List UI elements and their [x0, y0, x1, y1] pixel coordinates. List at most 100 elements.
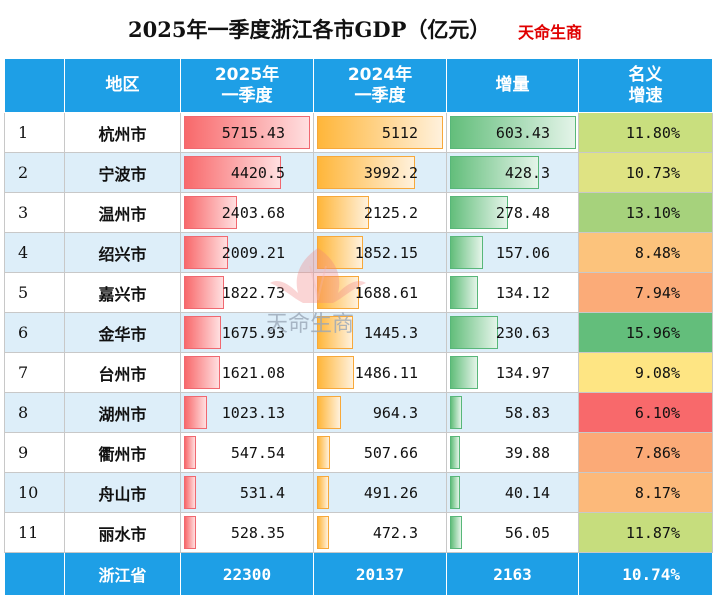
- gdp-2025-databar: [184, 236, 228, 269]
- region-cell: 台州市: [64, 352, 181, 393]
- header-gdp-2025-line1: 2025年: [214, 64, 280, 85]
- gdp-2024-databar: [317, 116, 443, 149]
- gdp-2024-cell: 1688.61: [313, 272, 447, 313]
- increase-cell: 39.88: [446, 432, 579, 473]
- gdp-2024-value: 5112: [381, 123, 418, 142]
- gdp-2025-cell: 1675.93: [180, 312, 314, 353]
- gdp-2024-cell: 1445.3: [313, 312, 447, 353]
- table-body: 1 杭州市 5715.43 5112 603.43 11.80% 2 宁波市 4420.5 399…: [4, 112, 713, 553]
- gdp-2024-databar: [317, 476, 329, 509]
- header-rate-line2: 增速: [628, 85, 663, 106]
- gdp-2025-cell: 531.4: [180, 472, 314, 513]
- increase-cell: 58.83: [446, 392, 579, 433]
- gdp-2025-value: 547.54: [230, 443, 285, 462]
- table-row: 8 湖州市 1023.13 964.3 58.83 6.10%: [4, 392, 713, 433]
- increase-cell: 40.14: [446, 472, 579, 513]
- gdp-2024-cell: 1486.11: [313, 352, 447, 393]
- increase-databar: [450, 356, 478, 389]
- table-row: 6 金华市 1675.93 1445.3 230.63 15.96%: [4, 312, 713, 353]
- header-gdp-2024-line2: 一季度: [354, 85, 406, 106]
- rank-cell: 6: [4, 312, 65, 353]
- gdp-2024-cell: 472.3: [313, 512, 447, 553]
- region-cell: 舟山市: [64, 472, 181, 513]
- increase-value: 134.97: [495, 363, 550, 382]
- increase-cell: 134.97: [446, 352, 579, 393]
- rate-cell: 6.10%: [578, 392, 713, 433]
- increase-cell: 56.05: [446, 512, 579, 553]
- increase-value: 56.05: [504, 523, 550, 542]
- gdp-2025-cell: 1822.73: [180, 272, 314, 313]
- chart-title: 2025年一季度浙江各市GDP（亿元）: [128, 17, 491, 42]
- gdp-2025-databar: [184, 156, 281, 189]
- gdp-2025-databar: [184, 356, 220, 389]
- increase-databar: [450, 316, 498, 349]
- increase-cell: 157.06: [446, 232, 579, 273]
- header-increase: 增量: [446, 58, 579, 113]
- region-cell: 杭州市: [64, 112, 181, 153]
- increase-databar: [450, 396, 462, 429]
- region-cell: 丽水市: [64, 512, 181, 553]
- increase-cell: 603.43: [446, 112, 579, 153]
- increase-cell: 134.12: [446, 272, 579, 313]
- table-row: 11 丽水市 528.35 472.3 56.05 11.87%: [4, 512, 713, 553]
- gdp-2024-value: 1486.11: [354, 363, 418, 382]
- header-rate-line1: 名义: [628, 64, 663, 85]
- gdp-2024-cell: 964.3: [313, 392, 447, 433]
- gdp-2024-databar: [317, 236, 363, 269]
- gdp-2025-cell: 2009.21: [180, 232, 314, 273]
- increase-value: 134.12: [495, 283, 550, 302]
- gdp-2025-cell: 528.35: [180, 512, 314, 553]
- rank-cell: 1: [4, 112, 65, 153]
- gdp-2025-databar: [184, 196, 237, 229]
- table-row: 1 杭州市 5715.43 5112 603.43 11.80%: [4, 112, 713, 153]
- gdp-2024-value: 964.3: [372, 403, 418, 422]
- gdp-2025-value: 1621.08: [221, 363, 285, 382]
- table-row: 7 台州市 1621.08 1486.11 134.97 9.08%: [4, 352, 713, 393]
- gdp-2025-value: 2009.21: [221, 243, 285, 262]
- gdp-2025-value: 1023.13: [221, 403, 285, 422]
- gdp-2025-value: 528.35: [230, 523, 285, 542]
- region-cell: 绍兴市: [64, 232, 181, 273]
- table-row: 5 嘉兴市 1822.73 1688.61 134.12 7.94%: [4, 272, 713, 313]
- rank-cell: 2: [4, 152, 65, 193]
- region-cell: 衢州市: [64, 432, 181, 473]
- header-gdp-2025-line2: 一季度: [221, 85, 273, 106]
- gdp-2025-cell: 4420.5: [180, 152, 314, 193]
- header-gdp-2024-line1: 2024年: [347, 64, 413, 85]
- increase-databar: [450, 476, 460, 509]
- gdp-2025-value: 5715.43: [221, 123, 285, 142]
- total-gdp-2024: 20137: [313, 552, 447, 596]
- gdp-2025-databar: [184, 436, 196, 469]
- gdp-2025-value: 1675.93: [221, 323, 285, 342]
- increase-value: 230.63: [495, 323, 550, 342]
- total-gdp-2025: 22300: [180, 552, 314, 596]
- table-row: 4 绍兴市 2009.21 1852.15 157.06 8.48%: [4, 232, 713, 273]
- increase-value: 603.43: [495, 123, 550, 142]
- rate-cell: 8.17%: [578, 472, 713, 513]
- gdp-2025-value: 4420.5: [230, 163, 285, 182]
- rank-cell: 11: [4, 512, 65, 553]
- rate-cell: 9.08%: [578, 352, 713, 393]
- gdp-2024-value: 1852.15: [354, 243, 418, 262]
- table-row: 2 宁波市 4420.5 3992.2 428.3 10.73%: [4, 152, 713, 193]
- rank-cell: 10: [4, 472, 65, 513]
- region-cell: 嘉兴市: [64, 272, 181, 313]
- gdp-2024-cell: 507.66: [313, 432, 447, 473]
- rate-cell: 8.48%: [578, 232, 713, 273]
- rate-cell: 11.87%: [578, 512, 713, 553]
- increase-value: 428.3: [504, 163, 550, 182]
- gdp-2025-databar: [184, 276, 224, 309]
- gdp-2024-value: 472.3: [372, 523, 418, 542]
- region-cell: 宁波市: [64, 152, 181, 193]
- rate-cell: 7.94%: [578, 272, 713, 313]
- gdp-2025-value: 1822.73: [221, 283, 285, 302]
- gdp-2025-databar: [184, 516, 196, 549]
- title-bar: 2025年一季度浙江各市GDP（亿元） 天命生商: [0, 14, 715, 48]
- region-cell: 金华市: [64, 312, 181, 353]
- increase-databar: [450, 156, 539, 189]
- increase-value: 157.06: [495, 243, 550, 262]
- gdp-2025-cell: 2403.68: [180, 192, 314, 233]
- rank-cell: 8: [4, 392, 65, 433]
- gdp-2025-databar: [184, 476, 196, 509]
- gdp-2024-cell: 1852.15: [313, 232, 447, 273]
